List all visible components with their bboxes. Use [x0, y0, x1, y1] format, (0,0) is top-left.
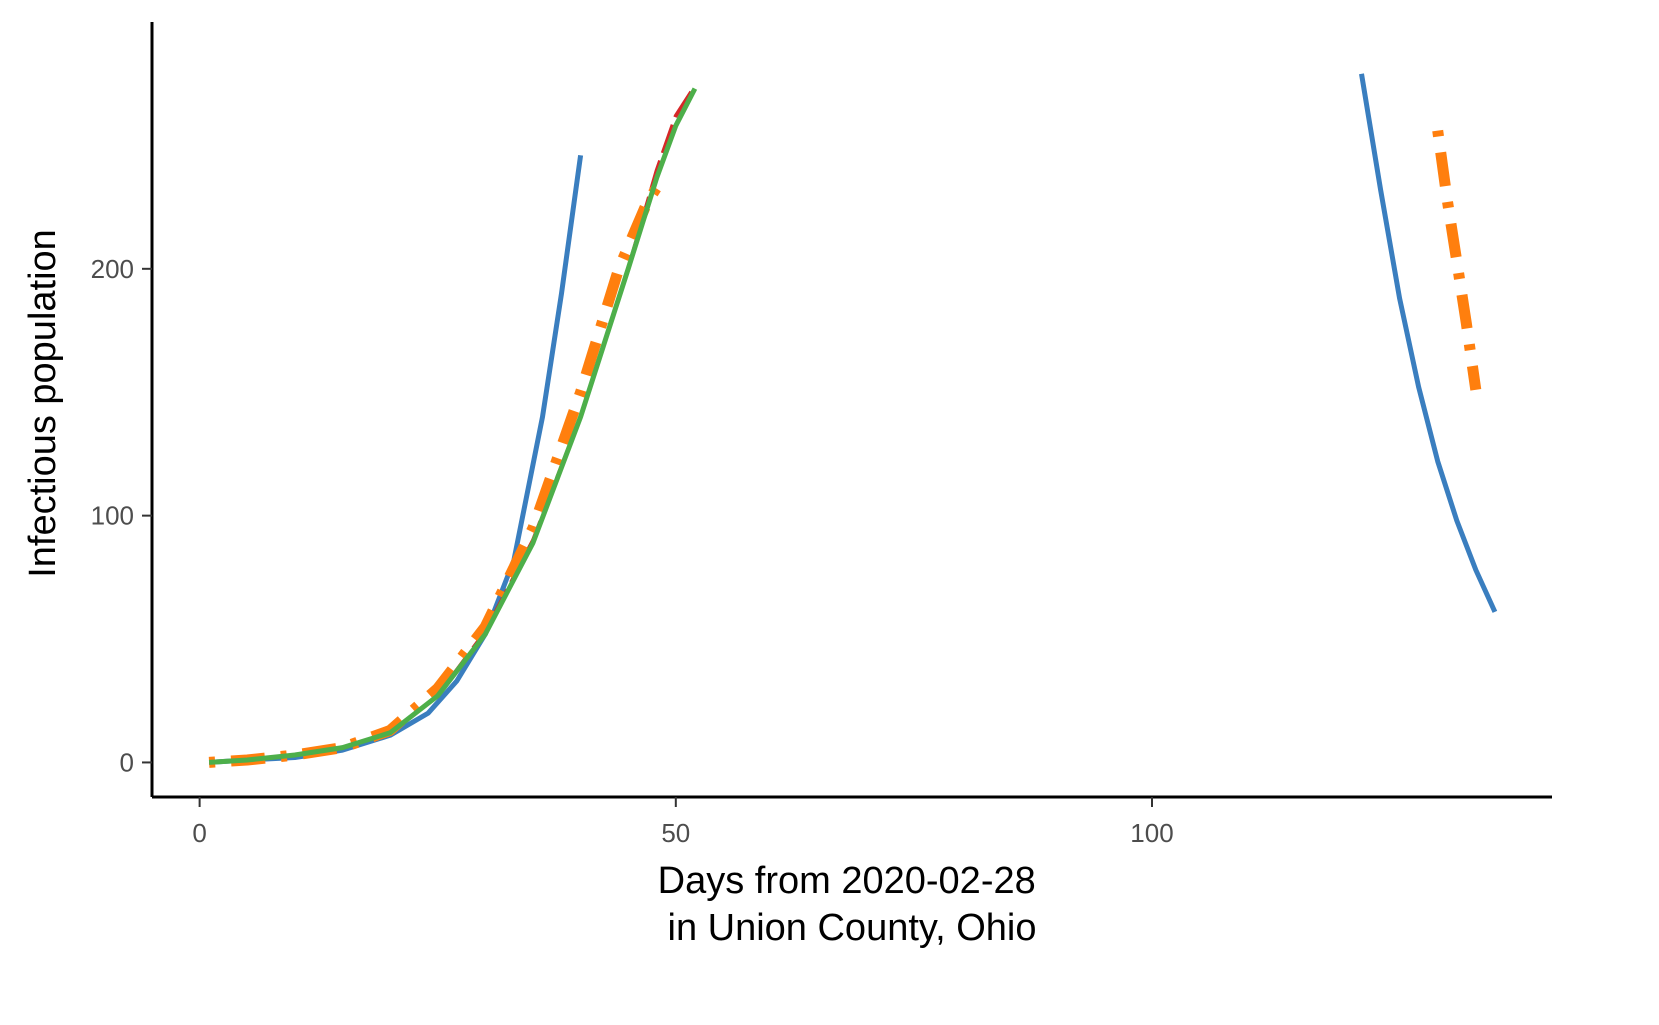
y-tick-label: 0 — [120, 747, 134, 777]
series-layer — [208, 73, 1498, 768]
series-line-6 — [208, 87, 698, 765]
x-tick-label: 100 — [1130, 818, 1173, 848]
x-axis-title-line-2: in Union County, Ohio — [668, 907, 1037, 949]
series-line-2 — [1359, 73, 1498, 613]
series-line-5 — [1432, 129, 1482, 391]
y-tick-label: 200 — [91, 254, 134, 284]
y-tick-label: 100 — [91, 501, 134, 531]
x-axis-title: Days from 2020-02-28 in Union County, Oh… — [658, 860, 1047, 949]
y-axis-ticks: 0 100 200 — [91, 254, 152, 777]
x-axis-ticks: 0 50 100 — [192, 797, 1174, 848]
x-tick-label: 50 — [661, 818, 690, 848]
y-axis-title: Infectious population — [22, 229, 64, 578]
x-axis-title-line-1: Days from 2020-02-28 — [658, 860, 1036, 902]
series-line-4 — [208, 184, 662, 768]
series-line-3 — [208, 85, 697, 765]
x-tick-label: 0 — [192, 818, 206, 848]
series-line-1 — [208, 154, 584, 765]
